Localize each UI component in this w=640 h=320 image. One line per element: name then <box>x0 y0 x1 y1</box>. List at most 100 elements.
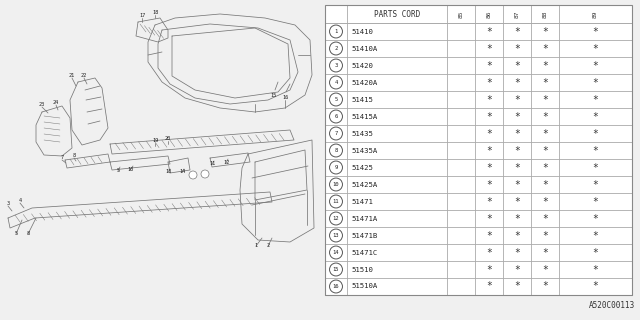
Text: 17: 17 <box>139 13 145 18</box>
Circle shape <box>330 127 342 140</box>
Text: 85: 85 <box>458 10 463 18</box>
Text: 16: 16 <box>282 95 288 100</box>
Text: 51435A: 51435A <box>351 148 377 154</box>
Text: 9: 9 <box>334 165 338 170</box>
Text: 51425: 51425 <box>351 164 373 171</box>
Text: *: * <box>486 94 492 105</box>
Text: *: * <box>514 163 520 172</box>
Text: *: * <box>514 265 520 275</box>
Circle shape <box>201 170 209 178</box>
Text: 5: 5 <box>15 231 17 236</box>
Text: *: * <box>542 27 548 36</box>
Text: *: * <box>486 146 492 156</box>
Text: 51410A: 51410A <box>351 45 377 52</box>
Text: *: * <box>486 265 492 275</box>
Circle shape <box>330 110 342 123</box>
Text: 10: 10 <box>127 167 133 172</box>
Text: *: * <box>486 196 492 206</box>
Text: 87: 87 <box>515 10 520 18</box>
Text: *: * <box>486 77 492 87</box>
Text: 51471C: 51471C <box>351 250 377 255</box>
Text: 11: 11 <box>333 199 339 204</box>
Text: *: * <box>486 111 492 122</box>
Text: *: * <box>542 44 548 53</box>
Text: 10: 10 <box>333 182 339 187</box>
Text: 8: 8 <box>334 148 338 153</box>
Text: *: * <box>593 230 598 241</box>
Circle shape <box>330 76 342 89</box>
Bar <box>325 5 632 295</box>
Text: 86: 86 <box>486 10 492 18</box>
Text: *: * <box>593 146 598 156</box>
Text: 89: 89 <box>593 10 598 18</box>
Text: *: * <box>593 60 598 70</box>
Text: *: * <box>486 180 492 189</box>
Text: *: * <box>514 94 520 105</box>
Text: *: * <box>542 111 548 122</box>
Text: *: * <box>486 163 492 172</box>
Text: *: * <box>542 146 548 156</box>
Text: 13: 13 <box>333 233 339 238</box>
Circle shape <box>330 42 342 55</box>
Text: 51410: 51410 <box>351 28 373 35</box>
Circle shape <box>189 171 197 179</box>
Text: *: * <box>593 213 598 223</box>
Text: 51471: 51471 <box>351 198 373 204</box>
Text: *: * <box>542 163 548 172</box>
Circle shape <box>330 195 342 208</box>
Text: 20: 20 <box>165 136 171 141</box>
Text: *: * <box>593 111 598 122</box>
Circle shape <box>330 229 342 242</box>
Text: *: * <box>542 282 548 292</box>
Text: 51510: 51510 <box>351 267 373 273</box>
Text: *: * <box>486 230 492 241</box>
Text: *: * <box>486 27 492 36</box>
Text: *: * <box>514 77 520 87</box>
Text: 7: 7 <box>60 155 63 160</box>
Text: 51420: 51420 <box>351 62 373 68</box>
Text: 88: 88 <box>543 10 547 18</box>
Text: *: * <box>542 213 548 223</box>
Text: *: * <box>514 60 520 70</box>
Text: *: * <box>593 44 598 53</box>
Text: *: * <box>593 265 598 275</box>
Text: 51510A: 51510A <box>351 284 377 290</box>
Circle shape <box>330 246 342 259</box>
Text: 51471A: 51471A <box>351 215 377 221</box>
Text: *: * <box>542 265 548 275</box>
Text: *: * <box>542 196 548 206</box>
Text: 14: 14 <box>179 169 185 174</box>
Text: *: * <box>593 180 598 189</box>
Text: 51415A: 51415A <box>351 114 377 119</box>
Text: *: * <box>514 146 520 156</box>
Text: 2: 2 <box>334 46 338 51</box>
Circle shape <box>330 263 342 276</box>
Bar <box>325 5 632 295</box>
Text: *: * <box>542 180 548 189</box>
Text: 51471B: 51471B <box>351 233 377 238</box>
Text: 4: 4 <box>334 80 338 85</box>
Text: 6: 6 <box>334 114 338 119</box>
Text: *: * <box>542 60 548 70</box>
Text: A520C00113: A520C00113 <box>589 301 635 310</box>
Text: *: * <box>486 129 492 139</box>
Text: *: * <box>593 163 598 172</box>
Text: 19: 19 <box>152 138 158 143</box>
Text: 3: 3 <box>6 201 10 206</box>
Text: *: * <box>514 282 520 292</box>
Text: *: * <box>486 213 492 223</box>
Text: *: * <box>593 247 598 258</box>
Text: *: * <box>486 60 492 70</box>
Text: 51425A: 51425A <box>351 181 377 188</box>
Circle shape <box>330 25 342 38</box>
Text: *: * <box>542 77 548 87</box>
Text: *: * <box>514 196 520 206</box>
Text: *: * <box>514 247 520 258</box>
Text: 1: 1 <box>255 243 257 248</box>
Text: 15: 15 <box>333 267 339 272</box>
Text: 24: 24 <box>53 100 59 105</box>
Text: 21: 21 <box>69 73 75 78</box>
Text: *: * <box>542 247 548 258</box>
Text: 5: 5 <box>334 97 338 102</box>
Text: 16: 16 <box>333 284 339 289</box>
